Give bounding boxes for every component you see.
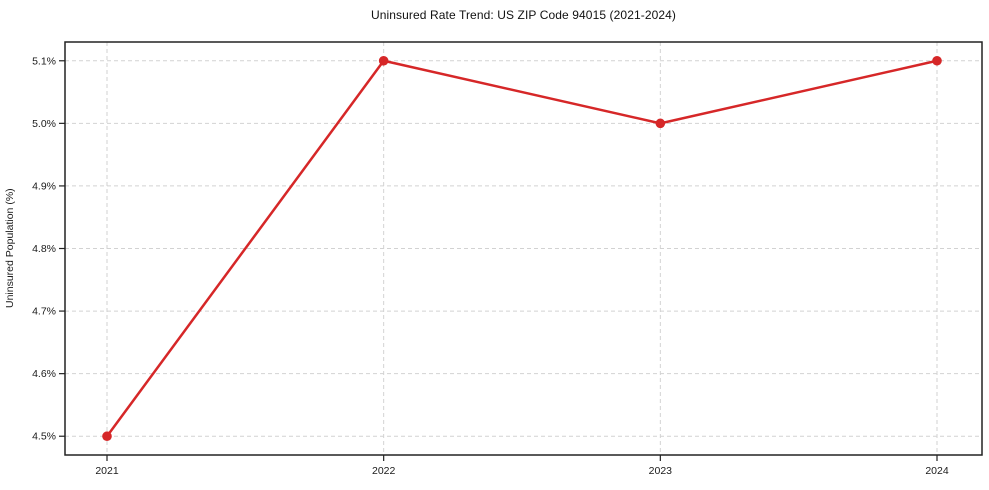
chart-title: Uninsured Rate Trend: US ZIP Code 94015 …	[370, 8, 677, 22]
data-point-marker	[932, 55, 942, 66]
x-tick-label: 2022	[372, 465, 396, 477]
x-tick-label: 2024	[925, 465, 949, 477]
y-tick-label: 4.7%	[32, 306, 56, 318]
data-point-marker	[378, 55, 389, 66]
y-tick-label: 5.1%	[32, 55, 56, 67]
y-tick-label: 4.5%	[32, 431, 56, 443]
y-tick-label: 4.9%	[32, 180, 56, 192]
x-tick-label: 2021	[95, 465, 119, 477]
y-tick-label: 4.6%	[32, 368, 56, 380]
y-tick-label: 4.8%	[32, 243, 56, 255]
y-tick-label: 5.0%	[32, 118, 56, 130]
trend-line	[105, 59, 939, 438]
x-tick-label: 2023	[649, 465, 673, 477]
data-point-marker	[655, 118, 666, 129]
data-point-marker	[102, 431, 112, 442]
